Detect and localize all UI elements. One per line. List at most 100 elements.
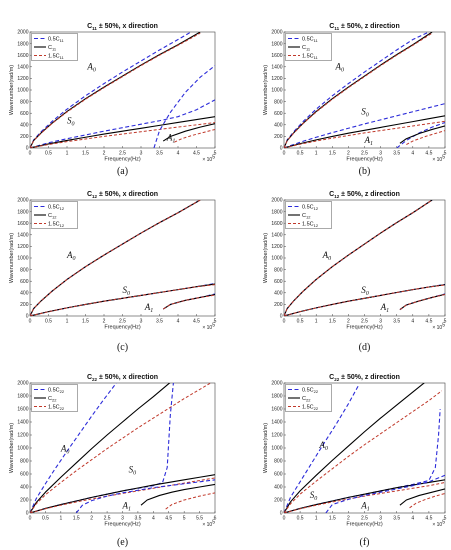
legend-label: C22 bbox=[48, 396, 57, 403]
y-tick-label: 200 bbox=[20, 134, 29, 140]
x-tick-label: 1.5 bbox=[329, 151, 336, 157]
series-line bbox=[30, 200, 201, 316]
y-tick-label: 1200 bbox=[17, 76, 28, 82]
legend-label: C12 bbox=[302, 213, 311, 220]
x-tick-label: 1 bbox=[315, 319, 318, 325]
x-axis-exponent: × 105 bbox=[202, 323, 215, 332]
mode-label: A1 bbox=[364, 135, 374, 147]
x-tick-label: 2.5 bbox=[104, 516, 111, 522]
x-tick-label: 2 bbox=[347, 151, 350, 157]
y-axis-label: Wavenumber(rad/m) bbox=[9, 233, 15, 283]
series-line bbox=[30, 383, 117, 513]
legend-label: 1.5C12 bbox=[48, 222, 65, 229]
series-line bbox=[399, 125, 445, 144]
series-line bbox=[284, 390, 443, 513]
x-tick-label: 3 bbox=[140, 151, 143, 157]
series-line bbox=[284, 120, 445, 148]
x-tick-label: 0.5 bbox=[45, 319, 52, 325]
x-tick-label: 2 bbox=[90, 516, 93, 522]
legend-label: 0.5C11 bbox=[302, 37, 319, 44]
y-tick-label: 600 bbox=[274, 279, 283, 285]
y-tick-label: 1600 bbox=[17, 407, 28, 413]
series-line bbox=[30, 383, 171, 513]
legend-label: 0.5C22 bbox=[302, 388, 319, 395]
series-line bbox=[284, 103, 445, 148]
x-tick-label: 3 bbox=[379, 151, 382, 157]
panel-caption: (b) bbox=[359, 166, 371, 177]
y-tick-label: 1200 bbox=[271, 433, 282, 439]
x-tick-label: 3.5 bbox=[156, 151, 163, 157]
x-tick-label: 1.5 bbox=[82, 319, 89, 325]
series-group bbox=[30, 383, 215, 513]
x-tick-label: 4.5 bbox=[425, 151, 432, 157]
legend-label: 1.5C22 bbox=[302, 405, 319, 412]
x-axis-exponent: × 105 bbox=[432, 323, 445, 332]
series-group bbox=[30, 200, 215, 316]
series-line bbox=[30, 477, 215, 513]
chart-panel-0: 0 200 400 600 800 1000 1200 1400 1600 1800 2000 0 0.… bbox=[9, 23, 217, 177]
series-line bbox=[30, 99, 215, 148]
y-tick-label: 800 bbox=[274, 99, 283, 105]
y-tick-label: 1000 bbox=[271, 88, 282, 94]
x-axis-label: Frequency(Hz) bbox=[346, 325, 383, 331]
mode-label: A0 bbox=[86, 62, 96, 74]
y-tick-label: 1400 bbox=[17, 233, 28, 239]
y-tick-label: 1600 bbox=[17, 53, 28, 59]
y-axis-label: Wavenumber(rad/m) bbox=[263, 233, 269, 283]
y-tick-label: 400 bbox=[20, 485, 29, 491]
x-axis-exponent: × 105 bbox=[432, 520, 445, 529]
series-line bbox=[284, 383, 425, 513]
x-axis-label: Frequency(Hz) bbox=[104, 157, 141, 163]
y-tick-label: 800 bbox=[20, 99, 29, 105]
x-axis-exponent: × 105 bbox=[202, 520, 215, 529]
series-line bbox=[30, 116, 215, 148]
y-tick-label: 600 bbox=[274, 472, 283, 478]
series-group bbox=[30, 32, 215, 148]
y-tick-label: 1600 bbox=[271, 407, 282, 413]
mode-label: A1 bbox=[144, 302, 154, 314]
x-tick-label: 6 bbox=[214, 516, 217, 522]
x-tick-label: 4.5 bbox=[425, 516, 432, 522]
panel-caption: (f) bbox=[360, 537, 370, 548]
y-tick-label: 0 bbox=[280, 314, 283, 320]
legend-label: 0.5C11 bbox=[48, 37, 65, 44]
x-tick-label: 2 bbox=[103, 151, 106, 157]
y-tick-label: 200 bbox=[274, 134, 283, 140]
mode-label: A0 bbox=[322, 250, 332, 262]
series-line bbox=[406, 130, 445, 145]
y-tick-label: 1200 bbox=[17, 244, 28, 250]
y-tick-label: 1400 bbox=[271, 420, 282, 426]
series-line bbox=[30, 383, 212, 513]
legend-label: 1.5C22 bbox=[48, 405, 65, 412]
mode-label: S0 bbox=[129, 465, 137, 477]
x-tick-label: 0 bbox=[283, 151, 286, 157]
y-tick-label: 800 bbox=[20, 267, 29, 273]
mode-label: S0 bbox=[310, 490, 318, 502]
x-tick-label: 2.5 bbox=[119, 151, 126, 157]
x-tick-label: 3 bbox=[121, 516, 124, 522]
series-line bbox=[162, 123, 215, 142]
mode-label: S0 bbox=[123, 285, 131, 297]
x-tick-label: 0.5 bbox=[297, 319, 304, 325]
x-tick-label: 4.5 bbox=[193, 319, 200, 325]
x-tick-label: 2 bbox=[347, 319, 350, 325]
y-tick-label: 1400 bbox=[17, 65, 28, 71]
y-tick-label: 200 bbox=[20, 302, 29, 308]
y-tick-label: 1800 bbox=[17, 209, 28, 215]
x-tick-label: 1.5 bbox=[82, 151, 89, 157]
y-tick-label: 0 bbox=[26, 314, 29, 320]
panel-caption: (e) bbox=[117, 537, 128, 548]
y-tick-label: 1800 bbox=[271, 41, 282, 47]
chart-panel-5: 0 200 400 600 800 1000 1200 1400 1600 1800 2000 0 0.… bbox=[263, 374, 447, 548]
y-tick-label: 1800 bbox=[17, 41, 28, 47]
x-tick-label: 0.5 bbox=[42, 516, 49, 522]
chart-title: C22 ± 50%, z direction bbox=[329, 374, 400, 382]
series-line bbox=[30, 474, 215, 513]
x-tick-label: 1 bbox=[315, 516, 318, 522]
y-tick-label: 0 bbox=[280, 511, 283, 517]
y-tick-label: 2000 bbox=[17, 198, 28, 204]
x-tick-label: 3.5 bbox=[393, 319, 400, 325]
x-tick-label: 1.5 bbox=[329, 516, 336, 522]
x-tick-label: 0.5 bbox=[297, 516, 304, 522]
y-tick-label: 600 bbox=[274, 111, 283, 117]
